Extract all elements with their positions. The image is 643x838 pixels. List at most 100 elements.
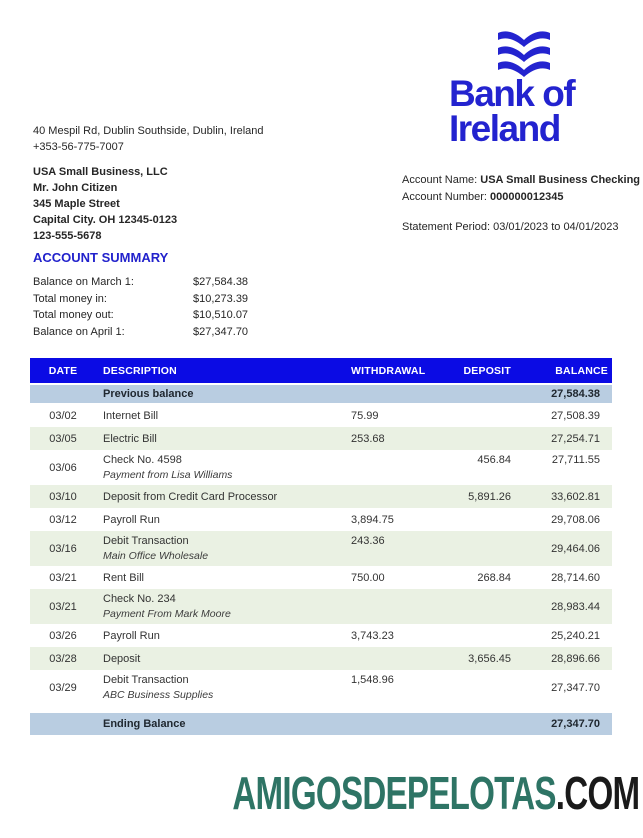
bank-address-block: 40 Mespil Rd, Dublin Southside, Dublin, …	[33, 124, 264, 155]
cell-date: 03/05	[49, 432, 77, 445]
cell-description: Internet Bill	[96, 410, 345, 422]
cell-balance: 33,602.81	[551, 490, 600, 503]
statement-period: Statement Period: 03/01/2023 to 04/01/20…	[402, 221, 619, 233]
bank-logo-wordmark: Bank of Ireland	[449, 73, 639, 147]
cell-withdrawal: 75.99	[351, 409, 379, 422]
transaction-rows: 03/02 Internet Bill 75.99 27,508.39 03/05 Ele…	[30, 404, 612, 705]
cell-withdrawal: 750.00	[351, 571, 385, 584]
cell-date: 03/02	[49, 409, 77, 422]
account-summary-title: ACCOUNT SUMMARY	[33, 250, 169, 265]
transaction-row: 03/29 Debit Transaction ABC Business Suppl…	[30, 670, 612, 705]
ending-balance-row: Ending Balance 27,347.70	[30, 713, 612, 735]
cell-date: 03/21	[49, 600, 77, 613]
cell-deposit: 268.84	[477, 571, 511, 584]
cell-description: Rent Bill	[96, 572, 345, 584]
cell-balance: 27,711.55	[551, 454, 600, 466]
transactions-table: DATE DESCRIPTION WITHDRAWAL DEPOSIT BALA…	[30, 358, 612, 735]
summary-value: $27,584.38	[193, 276, 249, 288]
cell-withdrawal: 253.68	[351, 432, 385, 445]
summary-label: Balance on March 1:	[33, 276, 134, 288]
cell-description: Payroll Run	[96, 514, 345, 526]
account-number-value: 000000012345	[490, 190, 564, 203]
cell-balance: 28,714.60	[551, 571, 600, 584]
description-text: Debit Transaction	[103, 535, 189, 547]
watermark-tld: .COM	[555, 767, 639, 819]
description-note: Payment From Mark Moore	[103, 608, 231, 620]
cell-balance: 29,464.06	[551, 542, 600, 555]
cell-balance: 29,708.06	[551, 513, 600, 526]
transaction-row: 03/21 Rent Bill 750.00 268.84 28,714.60	[30, 566, 612, 589]
account-name-label: Account Name:	[402, 174, 481, 186]
transaction-row: 03/10 Deposit from Credit Card Processor 5…	[30, 485, 612, 508]
description-text: Electric Bill	[103, 432, 157, 445]
description-text: Deposit	[103, 652, 141, 665]
header-date: DATE	[48, 364, 78, 377]
summary-row: Balance on March 1: $27,584.38	[33, 274, 248, 291]
description-note: Payment from Lisa Williams	[103, 469, 233, 481]
ending-balance-amount: 27,347.70	[551, 718, 600, 730]
logo-line-1: Bank of	[449, 73, 576, 114]
summary-label: Balance on April 1:	[33, 325, 125, 338]
cell-date: 03/29	[49, 681, 77, 694]
customer-street: 345 Maple Street	[33, 198, 120, 210]
watermark-name: AMIGOSDEPELOTAS	[231, 767, 556, 819]
description-note: ABC Business Supplies	[103, 689, 214, 701]
summary-row: Balance on April 1: $27,347.70	[33, 324, 248, 341]
transaction-row: 03/16 Debit Transaction Main Office Wholes…	[30, 531, 612, 566]
account-number-label: Account Number:	[402, 190, 491, 203]
transaction-row: 03/21 Check No. 234 Payment From Mark Moor…	[30, 589, 612, 624]
transaction-row: 03/05 Electric Bill 253.68 27,254.71	[30, 427, 612, 450]
transaction-row: 03/26 Payroll Run 3,743.23 25,240.21	[30, 624, 612, 647]
transaction-row: 03/06 Check No. 4598 Payment from Lisa Wil…	[30, 450, 612, 485]
site-watermark: AMIGOSDEPELOTAS.COM	[231, 766, 640, 820]
cell-description: Electric Bill	[96, 433, 345, 445]
cell-deposit: 456.84	[477, 454, 511, 466]
description-note: Main Office Wholesale	[103, 550, 209, 562]
bank-phone: +353-56-775-7007	[33, 140, 124, 153]
cell-date: 03/28	[49, 652, 77, 665]
summary-value: $10,273.39	[193, 292, 249, 305]
cell-withdrawal: 3,743.23	[351, 629, 394, 642]
cell-withdrawal: 243.36	[351, 535, 385, 547]
ending-balance-label: Ending Balance	[103, 718, 186, 730]
cell-description: Payroll Run	[96, 630, 345, 642]
cell-date: 03/26	[49, 629, 77, 642]
account-info-block: Account Name: USA Small Business Checkin…	[402, 172, 640, 236]
cell-date: 03/12	[49, 513, 77, 526]
account-name-line: Account Name: USA Small Business Checkin…	[402, 172, 640, 189]
description-text: Payroll Run	[103, 629, 160, 642]
customer-company: USA Small Business, LLC	[33, 166, 168, 178]
summary-label: Total money in:	[33, 292, 107, 305]
table-gap-row	[30, 705, 612, 713]
previous-balance-row: Previous balance 27,584.38	[30, 385, 612, 404]
cell-balance: 27,508.39	[551, 409, 600, 422]
summary-value: $10,510.07	[193, 309, 249, 321]
cell-withdrawal: 1,548.96	[351, 674, 394, 686]
cell-description: Debit Transaction ABC Business Supplies	[96, 674, 345, 701]
description-text: Internet Bill	[103, 409, 159, 422]
table-header-row: DATE DESCRIPTION WITHDRAWAL DEPOSIT BALA…	[30, 358, 612, 385]
transaction-row: 03/12 Payroll Run 3,894.75 29,708.06	[30, 508, 612, 531]
description-text: Deposit from Credit Card Processor	[103, 490, 278, 503]
customer-name: Mr. John Citizen	[33, 182, 118, 194]
header-balance: BALANCE	[555, 364, 608, 377]
customer-address-block: USA Small Business, LLC Mr. John Citizen…	[33, 164, 177, 244]
customer-city: Capital City. OH 12345-0123	[33, 214, 178, 226]
header-description: DESCRIPTION	[103, 364, 177, 377]
cell-balance: 27,347.70	[551, 681, 600, 694]
summary-value: $27,347.70	[193, 325, 249, 338]
cell-description: Debit Transaction Main Office Wholesale	[96, 535, 345, 562]
description-text: Debit Transaction	[103, 674, 189, 686]
header-deposit: DEPOSIT	[463, 364, 511, 377]
previous-balance-amount: 27,584.38	[551, 388, 600, 400]
description-text: Payroll Run	[103, 513, 160, 526]
account-summary-list: Balance on March 1: $27,584.38 Total mone…	[33, 274, 248, 340]
bank-of-ireland-emblem-icon	[492, 30, 556, 78]
customer-phone: 123-555-5678	[33, 230, 102, 242]
summary-row: Total money in: $10,273.39	[33, 291, 248, 308]
cell-description: Deposit	[96, 653, 345, 665]
description-text: Rent Bill	[103, 571, 144, 584]
cell-date: 03/06	[49, 461, 77, 474]
summary-row: Total money out: $10,510.07	[33, 307, 248, 324]
